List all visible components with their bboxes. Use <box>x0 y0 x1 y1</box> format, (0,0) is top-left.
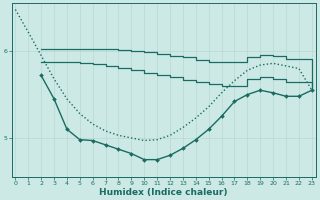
X-axis label: Humidex (Indice chaleur): Humidex (Indice chaleur) <box>99 188 228 197</box>
